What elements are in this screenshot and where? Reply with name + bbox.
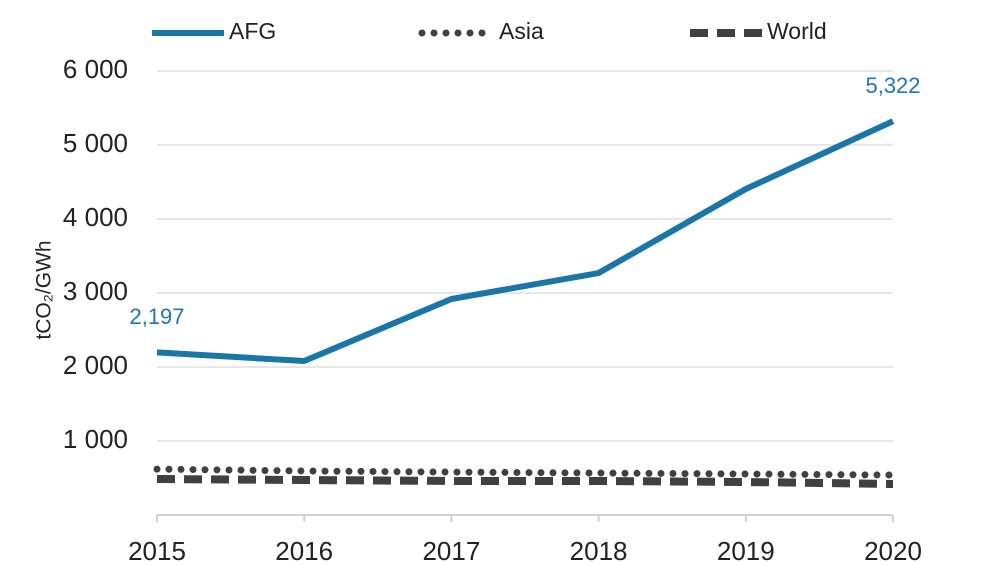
x-tick-label: 2020 bbox=[864, 536, 922, 566]
x-tick-label: 2017 bbox=[422, 536, 480, 566]
legend-label: World bbox=[767, 18, 827, 44]
y-tick-label: 1 000 bbox=[63, 424, 128, 454]
x-tick-label: 2015 bbox=[128, 536, 186, 566]
y-tick-label: 2 000 bbox=[63, 350, 128, 380]
y-tick-label: 6 000 bbox=[63, 54, 128, 84]
data-label: 2,197 bbox=[129, 304, 184, 329]
series-line bbox=[156, 475, 894, 488]
x-tick-label: 2018 bbox=[570, 536, 628, 566]
x-tick-label: 2016 bbox=[275, 536, 333, 566]
x-tick-label: 2019 bbox=[717, 536, 775, 566]
legend-label: AFG bbox=[229, 18, 276, 44]
y-tick-label: 5 000 bbox=[63, 128, 128, 158]
legend-label: Asia bbox=[499, 18, 544, 44]
y-tick-label: 3 000 bbox=[63, 276, 128, 306]
series-line bbox=[153, 465, 897, 479]
data-label: 5,322 bbox=[865, 73, 920, 98]
y-tick-label: 4 000 bbox=[63, 202, 128, 232]
series-line bbox=[156, 118, 895, 365]
y-axis-label: tCO₂/GWh bbox=[33, 240, 56, 339]
